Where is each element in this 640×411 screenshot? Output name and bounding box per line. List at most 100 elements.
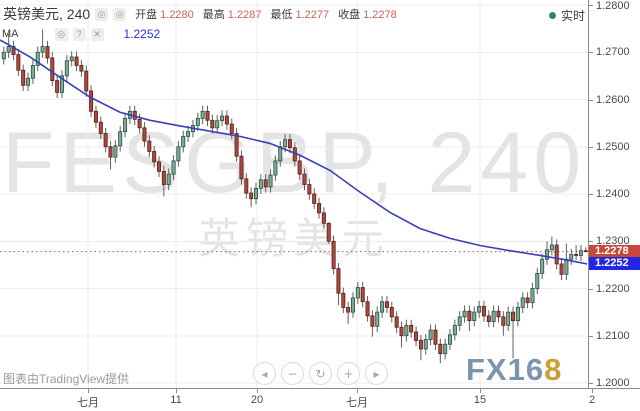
low-field: 最低 1.2277 (270, 6, 329, 22)
candle (414, 326, 419, 347)
candle (297, 155, 302, 180)
price-chart-svg[interactable] (0, 0, 588, 388)
price-axis-label: 1.2700 (596, 46, 630, 59)
candle (79, 59, 84, 77)
candle (45, 40, 50, 64)
candle (118, 125, 123, 152)
candle (384, 296, 389, 314)
candle (21, 64, 26, 91)
time-axis-tick (592, 389, 593, 393)
candle (336, 262, 341, 306)
zoom-out-button[interactable]: − (281, 362, 304, 385)
price-axis-tick (589, 99, 593, 101)
time-axis-label: 20 (250, 394, 264, 406)
tradingview-attribution: 图表由TradingView提供 (3, 372, 130, 386)
high-value: 1.2287 (227, 9, 262, 21)
realtime-dot-icon (548, 12, 556, 19)
ma-price-badge: 1.2252 (589, 257, 640, 271)
candle (506, 306, 511, 332)
candle (467, 305, 472, 332)
candle (11, 40, 16, 61)
time-axis-label: 七月 (77, 397, 99, 409)
candle (554, 239, 559, 270)
high-label: 最高 (202, 9, 225, 21)
candle (195, 112, 200, 132)
candle (142, 122, 147, 147)
price-axis-tick (589, 146, 593, 148)
delete-icon[interactable]: ✕ (90, 27, 104, 41)
candle (307, 178, 312, 200)
candle (186, 125, 191, 143)
candle (273, 155, 278, 181)
candle (302, 168, 307, 191)
open-label: 开盘 (135, 9, 158, 21)
candle (418, 334, 423, 361)
candle (360, 281, 365, 308)
candle (287, 133, 292, 154)
visibility-icon[interactable]: ◎ (54, 27, 68, 41)
candle (370, 310, 375, 337)
reset-view-button[interactable]: ↻ (309, 362, 332, 385)
candle (84, 65, 89, 97)
low-label: 最低 (270, 9, 293, 21)
low-value: 1.2277 (295, 9, 330, 21)
candle (205, 105, 210, 126)
candle (438, 338, 443, 364)
eye-icon[interactable]: ◎ (95, 7, 109, 21)
close-value: 1.2278 (363, 9, 397, 21)
price-axis-label: 1.2800 (596, 0, 630, 12)
help-icon[interactable]: ? (72, 27, 86, 41)
candle (380, 296, 385, 318)
candle (93, 105, 98, 128)
fx168-logo-gold: 8 (544, 352, 563, 387)
candle (210, 114, 215, 134)
candle (26, 72, 31, 91)
candle (312, 188, 317, 210)
fx168-logo-blue: FX16 (466, 352, 545, 387)
ma-indicator-label: MA (2, 28, 19, 40)
symbol-title: 英镑美元, 240 (3, 6, 91, 22)
candle (113, 140, 118, 163)
candle (443, 338, 448, 360)
price-axis-tick (589, 288, 593, 290)
candle (447, 329, 452, 350)
symbol-legend-row: 英镑美元, 240 ◎ ◎ 开盘 1.2280 最高 1.2287 最低 1.2277… (3, 4, 397, 24)
last-price-badge: 1.2278 (589, 245, 640, 259)
open-field: 开盘 1.2280 (135, 6, 194, 22)
candle (200, 105, 205, 125)
price-axis-tick (589, 194, 593, 195)
candle (60, 70, 65, 99)
candle (404, 319, 409, 342)
candle (35, 46, 40, 72)
open-value: 1.2280 (160, 9, 194, 21)
price-axis-tick (589, 5, 593, 6)
candle (462, 305, 467, 323)
candle (171, 155, 176, 180)
candle (350, 292, 355, 318)
candle (423, 333, 428, 355)
candle (574, 245, 579, 261)
scroll-left-button[interactable]: ◂ (253, 362, 276, 385)
time-axis[interactable]: 七月 11 20 七月 15 2 (0, 388, 640, 411)
candle (578, 245, 583, 262)
candle (346, 301, 351, 324)
candle (98, 116, 103, 140)
gear-icon[interactable]: ◎ (113, 7, 127, 21)
price-axis[interactable]: 1.2800 1.2700 1.2600 1.2500 1.2400 1.2300 1.22… (588, 0, 640, 389)
candle (341, 287, 346, 314)
candle (525, 292, 530, 309)
candle (457, 311, 462, 332)
candle (156, 156, 161, 177)
candle (321, 207, 326, 229)
zoom-in-button[interactable]: + (337, 362, 360, 385)
candle (224, 110, 229, 130)
candle (365, 296, 370, 322)
scroll-right-button[interactable]: ▸ (365, 362, 388, 385)
candle (515, 301, 520, 327)
candle (166, 168, 171, 191)
candle (263, 174, 268, 193)
candle (545, 241, 550, 265)
candle (249, 187, 254, 208)
candle (569, 248, 574, 265)
price-axis-label: 1.2300 (596, 235, 630, 248)
